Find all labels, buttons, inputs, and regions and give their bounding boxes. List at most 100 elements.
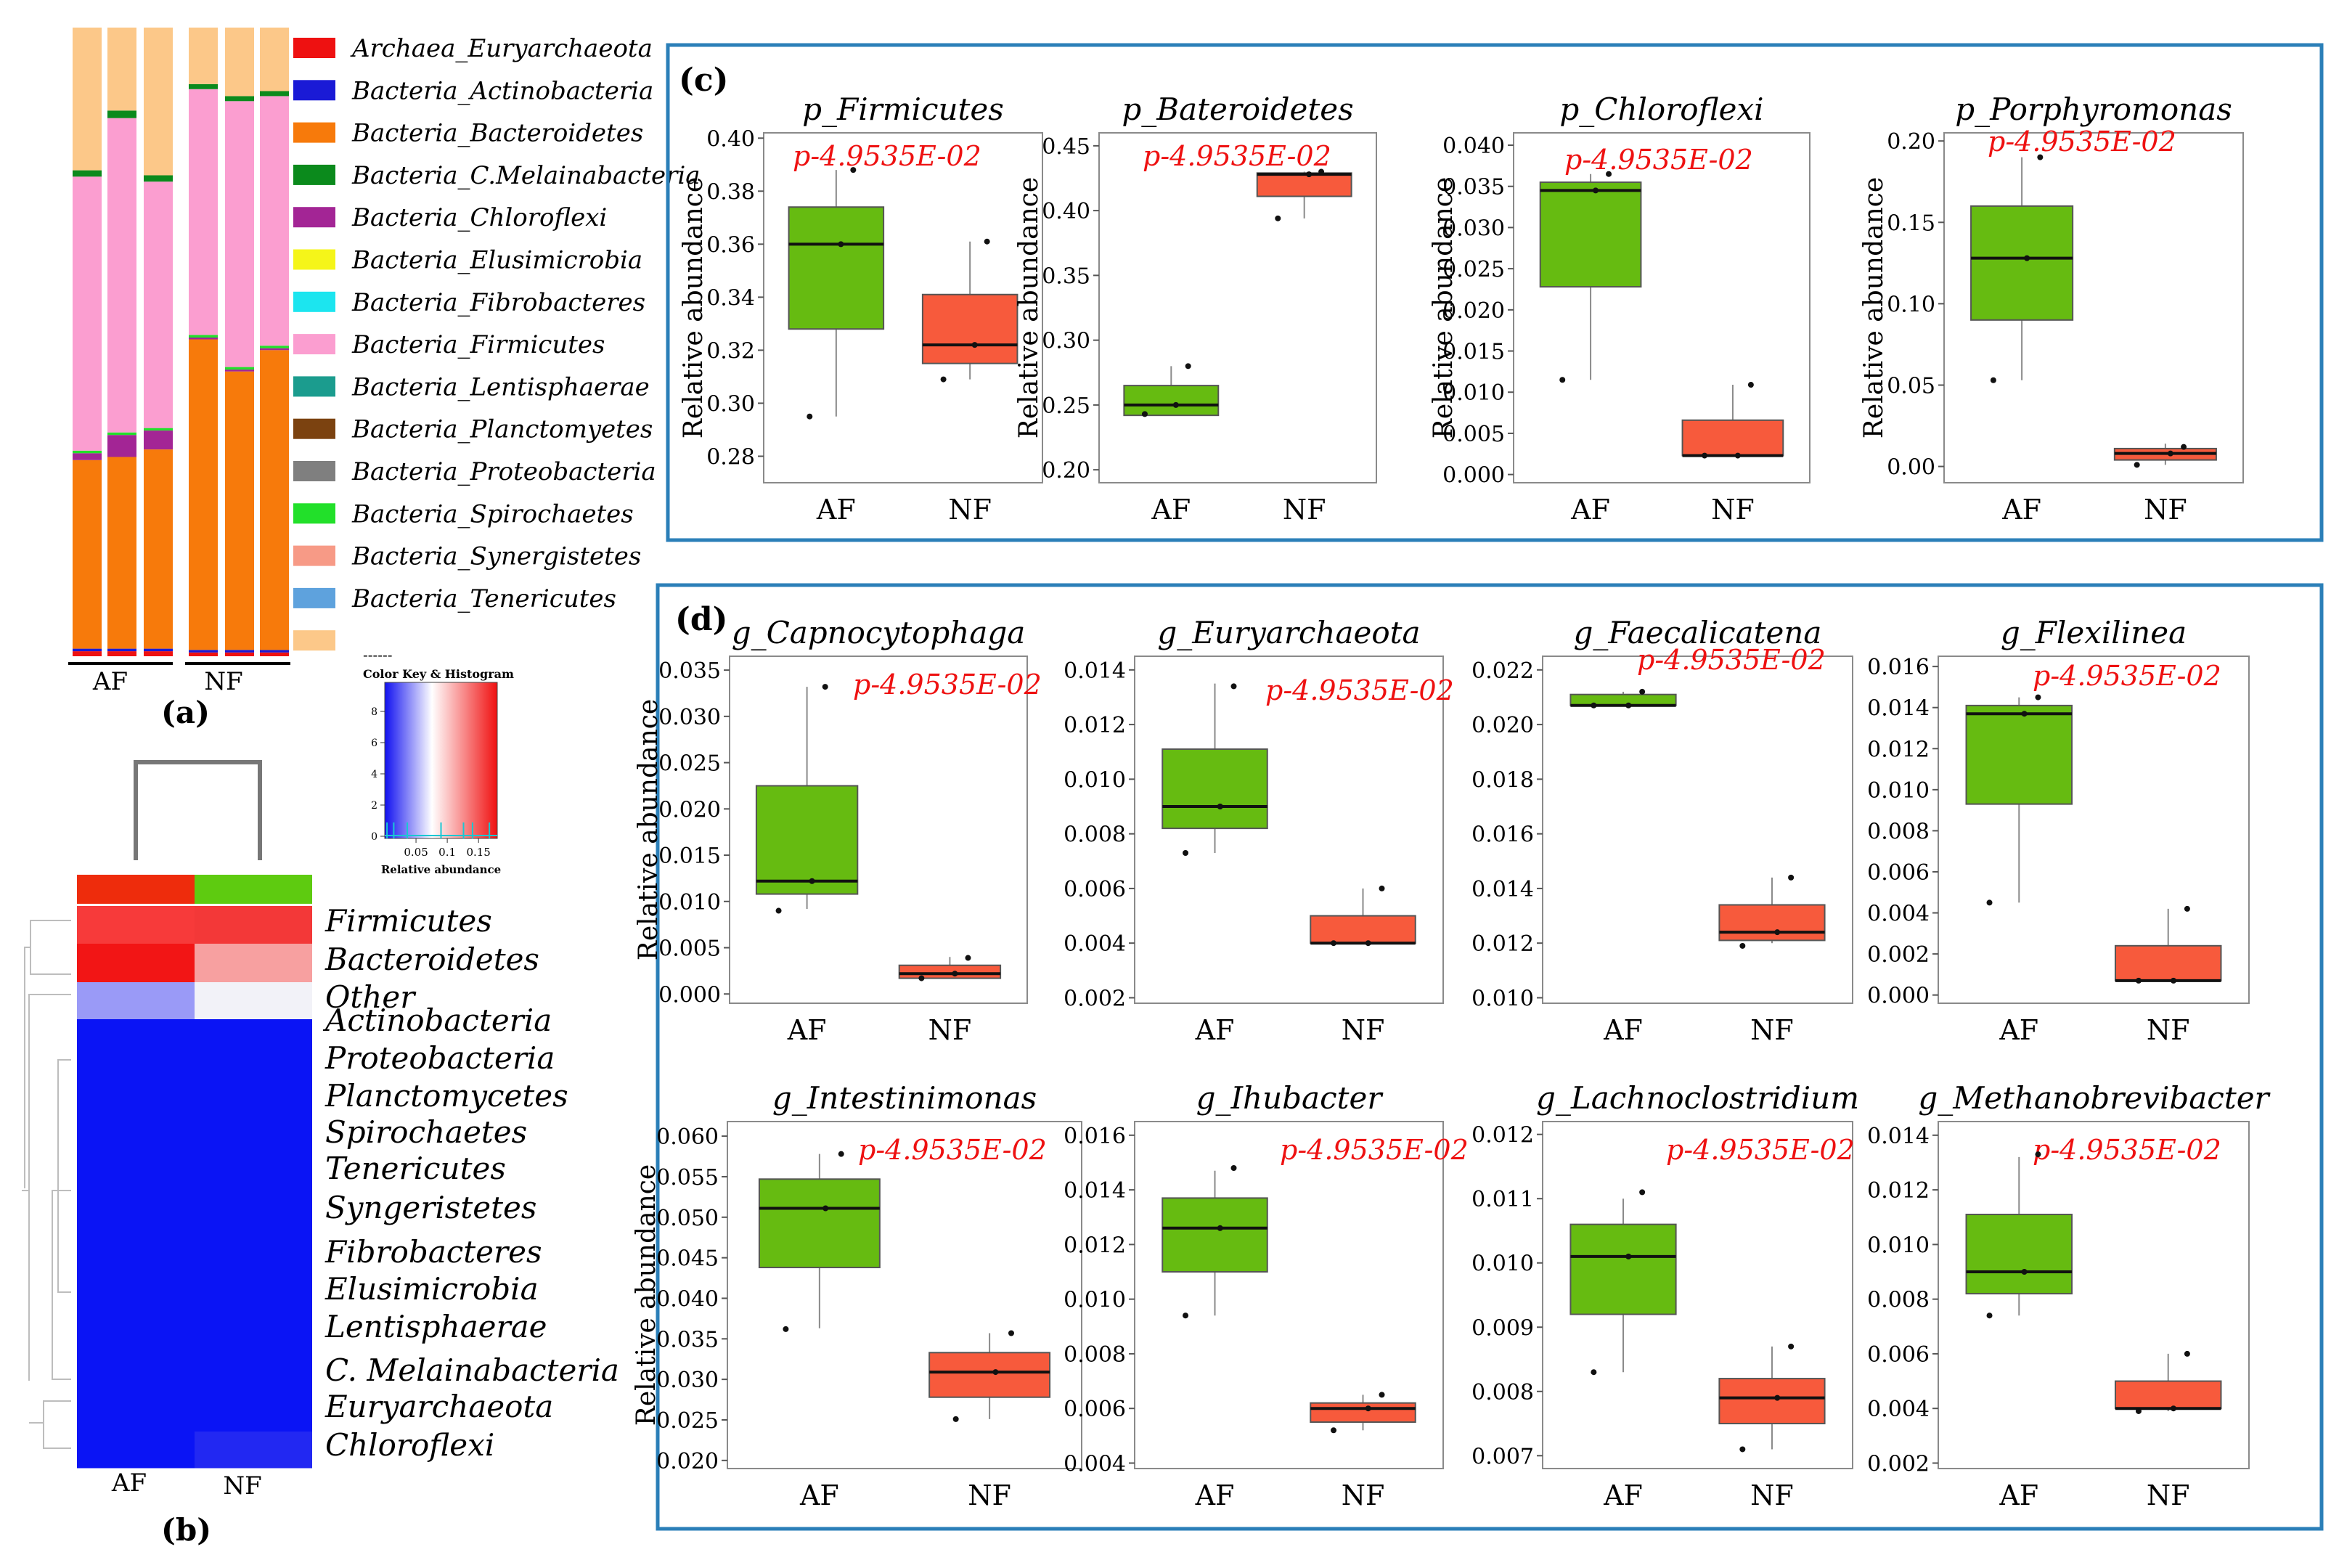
- legend-swatch: [293, 545, 335, 566]
- legend-swatch: [293, 122, 335, 143]
- box-plot-g-capnocytophaga: g_Capnocytophaga p-4.9535E-02 0.000 0.005 0.…: [634, 615, 1042, 1046]
- data-point: [1275, 215, 1281, 221]
- data-point: [1217, 804, 1223, 810]
- data-point: [2134, 462, 2140, 468]
- heatmap-row-label: Tenericutes: [325, 1151, 506, 1186]
- legend-swatch: [293, 630, 335, 651]
- y-tick-label: 0.035: [658, 658, 721, 684]
- x-tick-label-af: AF: [1999, 1014, 2038, 1046]
- y-tick-label: 0.15: [1887, 211, 1935, 236]
- data-point: [1318, 168, 1325, 175]
- legend-label: Bacteria_Fibrobacteres: [351, 288, 645, 317]
- x-tick-label-nf: NF: [948, 494, 992, 526]
- panel-a-label: (a): [161, 695, 210, 730]
- y-tick-label: 0.004: [1867, 1397, 1930, 1422]
- data-point: [822, 684, 828, 690]
- heatmap-cell: [77, 1357, 195, 1396]
- plot-frame: [1134, 656, 1444, 1004]
- data-point: [1559, 377, 1566, 383]
- x-tick-label-nf: NF: [1711, 494, 1755, 526]
- p-value-label: p-4.9535E-02: [793, 140, 981, 172]
- y-tick-label: 0.010: [1867, 778, 1930, 804]
- data-point: [1625, 1253, 1632, 1259]
- box-nf: [898, 964, 1002, 979]
- y-tick-label: 0.016: [1471, 822, 1534, 848]
- data-point: [2024, 255, 2030, 261]
- heatmap-row-label: C. Melainabacteria: [325, 1352, 619, 1388]
- plot-title: g_Capnocytophaga: [732, 615, 1026, 650]
- legend-label: Bacteria_Tenericutes: [351, 584, 616, 613]
- data-point: [807, 413, 813, 420]
- heatmap-row-label: Actinobacteria: [322, 1003, 552, 1038]
- heatmap-cell: [77, 1282, 195, 1320]
- x-tick-label-nf: NF: [1750, 1014, 1794, 1046]
- y-tick-label: 0.006: [1867, 860, 1930, 886]
- data-point: [1185, 363, 1191, 369]
- y-tick-label: 0.020: [1442, 298, 1505, 324]
- p-value-label: p-4.9535E-02: [1143, 140, 1331, 172]
- data-point: [1331, 1427, 1337, 1434]
- y-tick-label: 0.020: [656, 1449, 719, 1474]
- data-point: [809, 878, 815, 884]
- y-tick-label: 0.002: [1867, 1451, 1930, 1477]
- data-point: [952, 971, 958, 977]
- y-tick-label: 0.010: [1867, 1233, 1930, 1258]
- bar-segment-AF1-archaea-euryarchaeota: [73, 651, 102, 656]
- data-point: [1008, 1330, 1014, 1336]
- panel-b-label: (b): [161, 1512, 211, 1548]
- bar-segment-AF3-bacteria-bacteroidetes: [144, 449, 173, 649]
- legend-swatch: [293, 503, 335, 524]
- box-plot-p-chloroflexi: p_Chloroflexi p-4.9535E-02 0.000 0.005 0.010…: [1429, 91, 1810, 526]
- data-point: [1986, 1312, 1993, 1319]
- box-af: [1162, 748, 1268, 830]
- y-tick-label: 0.30: [1042, 329, 1090, 354]
- data-point: [1986, 899, 1993, 906]
- y-tick-label: 0.006: [1867, 1342, 1930, 1368]
- y-tick-label: 0.016: [1867, 655, 1930, 680]
- y-tick-label: 0.060: [656, 1124, 719, 1150]
- box-plot-g-lachnoclostridium: g_Lachnoclostridium p-4.9535E-02 0.007 0.00…: [1471, 1080, 1859, 1511]
- data-point: [1606, 171, 1612, 177]
- legend-swatch: [293, 334, 335, 355]
- y-tick-label: 0.004: [1867, 902, 1930, 927]
- box-nf: [2114, 1380, 2222, 1410]
- y-tick-label: 0.012: [1867, 737, 1930, 762]
- y-tick-label: 0.010: [1064, 1288, 1126, 1313]
- y-tick-label: 0.025: [1442, 257, 1505, 282]
- group-label-nf: NF: [204, 667, 242, 696]
- heatmap-cell: [77, 906, 195, 944]
- heatmap-cell: [77, 1432, 195, 1469]
- y-tick-label: 0.030: [658, 705, 721, 730]
- x-tick-label-af: AF: [799, 1479, 839, 1511]
- color-key: Color Key & Histogram 8 6 4 2 0 0.05 0.1 0.15 Rel…: [362, 657, 521, 897]
- bar-segment-NF1-bacteria-c-melainabacteria: [189, 83, 218, 89]
- p-value-label: p-4.9535E-02: [1265, 674, 1454, 706]
- x-tick-label-nf: NF: [928, 1014, 972, 1046]
- legend-swatch: [293, 291, 335, 312]
- legend-swatch: [293, 461, 335, 481]
- bar-segment-AF3-bacteria-spirochaetes: [144, 428, 173, 431]
- data-point: [952, 1416, 959, 1422]
- heatmap-cell: [195, 1357, 312, 1396]
- box-af: [1162, 1197, 1268, 1273]
- y-tick-label: 0.045: [656, 1246, 719, 1272]
- color-key-xtick-label: 0.15: [466, 846, 490, 859]
- y-tick-label: 0.035: [1442, 175, 1505, 200]
- panel-b-heatmap: FirmicutesBacteroidetesOtherActinobacter…: [22, 760, 619, 1500]
- data-point: [1591, 1369, 1597, 1376]
- heatmap-cell: [77, 982, 195, 1020]
- y-tick-label: 0.035: [656, 1327, 719, 1352]
- y-tick-label: 0.32: [706, 338, 755, 364]
- bar-segment-NF3-bacteria-firmicutes: [260, 96, 289, 346]
- y-tick-label: 0.009: [1471, 1315, 1534, 1341]
- heatmap-cell: [195, 1056, 312, 1095]
- box-nf: [2114, 944, 2222, 981]
- bar-segment-AF2-bacteria-bacteroidetes: [107, 457, 136, 649]
- bar-segment-NF3-bacteria-spirochaetes: [260, 346, 289, 348]
- data-point: [1591, 702, 1597, 709]
- bar-segment-NF3-bacteria-bacteroidetes: [260, 350, 289, 650]
- heatmap-cell: [195, 1319, 312, 1358]
- y-tick-label: 0.007: [1471, 1444, 1534, 1469]
- bar-segment-AF2-bacteria-chloroflexi: [107, 435, 136, 457]
